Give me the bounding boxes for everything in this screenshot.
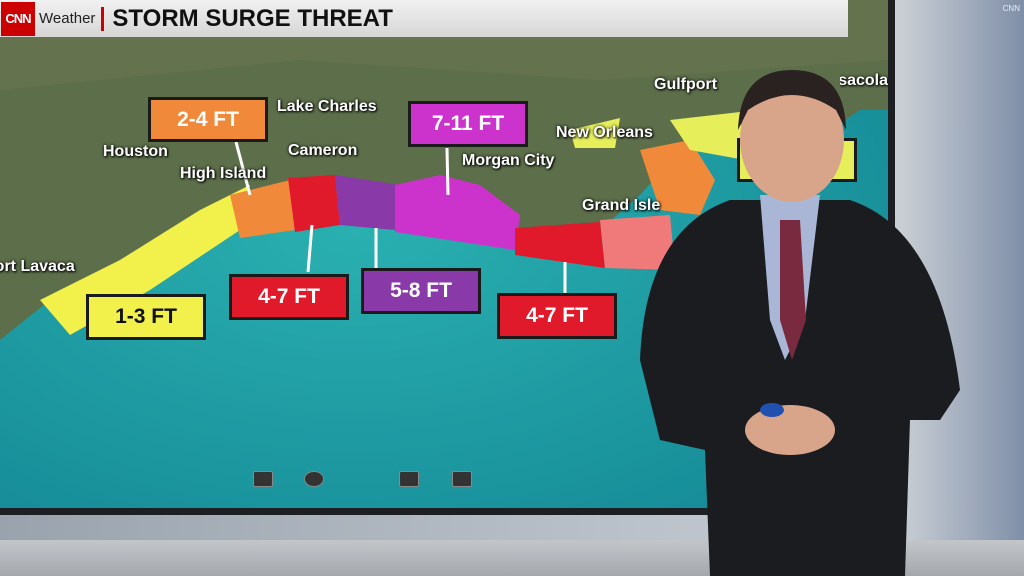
surge-label: 5-8 FT — [361, 268, 481, 314]
draw-icon[interactable] — [399, 471, 419, 487]
surge-zone-yellow-east — [670, 112, 745, 160]
city-label: Pensacola — [840, 72, 888, 89]
city-label: Port Lavaca — [0, 258, 75, 275]
surge-label: 4-7 FT — [497, 293, 617, 339]
surge-label: 4-7 FT — [229, 274, 349, 320]
pen-icon[interactable] — [452, 471, 472, 487]
watermark: CNN — [1002, 4, 1020, 13]
city-label: Gulfport — [654, 76, 718, 93]
city-label: New Orleans — [556, 124, 653, 141]
presenter — [640, 70, 960, 576]
land — [0, 0, 888, 340]
city-label: Cameron — [288, 142, 358, 159]
pointer-arrows — [234, 141, 567, 294]
city-label: Grand Isle — [582, 197, 661, 214]
surge-label: 7-11 FT — [408, 101, 528, 147]
map-icon[interactable] — [253, 471, 273, 487]
surge-zone-2-4 — [230, 180, 295, 238]
section-label: Weather — [39, 10, 96, 27]
surge-zone-pink — [600, 215, 675, 270]
surge-zone-orange-east — [640, 140, 715, 215]
city-label: High Island — [180, 165, 267, 182]
cnn-logo: CNN — [1, 1, 35, 36]
city-label: Morgan City — [462, 152, 555, 169]
surge-zone-7-11 — [395, 175, 520, 250]
divider — [101, 6, 105, 31]
surge-zone-4-7-east — [515, 222, 605, 268]
refresh-icon[interactable] — [304, 471, 324, 487]
surge-zone-5-8 — [335, 175, 400, 230]
header-bar: CNN Weather STORM SURGE THREAT — [0, 0, 848, 37]
surge-label: 2-4 FT — [148, 97, 268, 142]
city-label: Houston — [103, 143, 168, 160]
surge-zone-4-7-west — [288, 175, 340, 232]
surge-label: 1-3 FT — [86, 294, 206, 340]
page-title: STORM SURGE THREAT — [112, 4, 393, 32]
city-label: Lake Charles — [277, 98, 377, 115]
